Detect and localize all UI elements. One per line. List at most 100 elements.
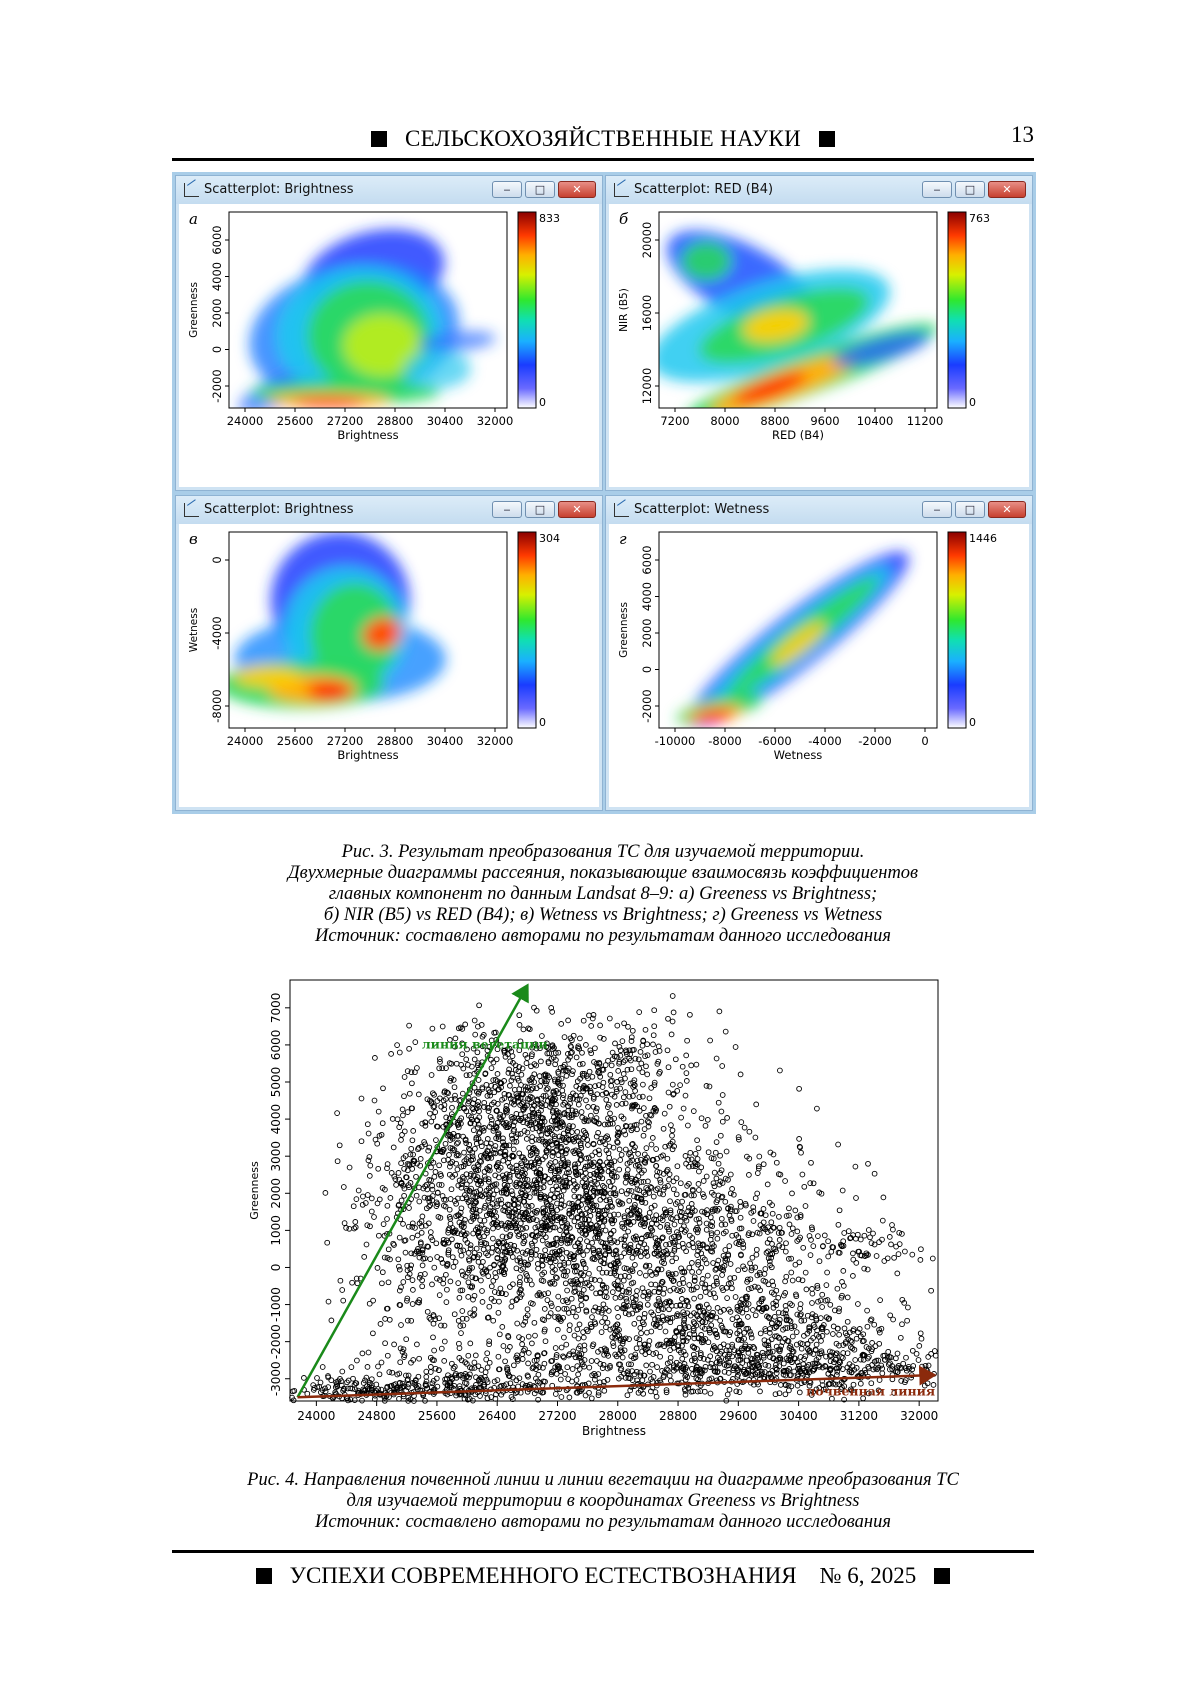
data-point — [625, 1218, 631, 1225]
data-point — [702, 1122, 709, 1129]
data-point — [608, 1082, 615, 1089]
data-point — [564, 1146, 570, 1153]
data-point — [469, 1063, 475, 1070]
data-point — [476, 1108, 482, 1115]
data-point — [490, 1235, 496, 1242]
minimize-button[interactable]: ‒ — [922, 501, 952, 518]
data-point — [796, 1259, 803, 1266]
maximize-button[interactable]: □ — [955, 181, 985, 198]
data-point — [625, 1228, 631, 1235]
data-point — [525, 1261, 532, 1268]
data-point — [427, 1097, 433, 1104]
data-point — [667, 1315, 674, 1322]
data-point — [782, 1290, 789, 1296]
data-point — [488, 1116, 495, 1123]
data-point — [523, 1192, 529, 1199]
data-point — [474, 1117, 480, 1123]
data-point — [634, 1306, 641, 1313]
data-point — [468, 1157, 474, 1164]
close-button[interactable]: ✕ — [988, 181, 1026, 198]
data-point — [855, 1301, 861, 1307]
data-point — [575, 1204, 582, 1210]
data-point — [459, 1090, 466, 1097]
data-point — [642, 1215, 649, 1222]
data-point — [865, 1160, 871, 1167]
maximize-button[interactable]: □ — [525, 501, 555, 518]
data-point — [528, 1251, 535, 1258]
data-point — [642, 1191, 649, 1198]
data-point — [362, 1200, 369, 1206]
data-point — [583, 1191, 590, 1197]
data-point — [547, 1167, 554, 1174]
data-point — [579, 1196, 586, 1203]
data-point — [615, 1198, 622, 1205]
data-point — [629, 1266, 635, 1273]
data-point — [401, 1093, 407, 1100]
data-point — [719, 1118, 726, 1125]
data-point — [576, 1245, 583, 1252]
data-point — [661, 1300, 668, 1307]
data-point — [765, 1314, 772, 1321]
maximize-button[interactable]: □ — [955, 501, 985, 518]
maximize-button[interactable]: □ — [525, 181, 555, 198]
data-point — [490, 1077, 497, 1083]
data-point — [590, 1187, 597, 1194]
data-point — [419, 1283, 426, 1290]
density-blob — [306, 680, 352, 701]
data-point — [548, 1203, 555, 1210]
data-point — [613, 1086, 620, 1092]
data-point — [438, 1322, 444, 1329]
data-point — [789, 1333, 796, 1340]
data-point — [701, 1194, 707, 1200]
data-point — [583, 1308, 590, 1315]
data-point — [578, 1109, 585, 1115]
data-point — [475, 1167, 481, 1174]
data-point — [507, 1241, 514, 1248]
minimize-button[interactable]: ‒ — [492, 501, 522, 518]
data-point — [419, 1249, 426, 1256]
data-point — [649, 1135, 656, 1141]
data-point — [613, 1102, 620, 1108]
close-button[interactable]: ✕ — [558, 501, 596, 518]
data-point — [597, 1289, 604, 1296]
data-point — [597, 1252, 604, 1259]
data-point — [561, 1305, 568, 1312]
data-point — [710, 1290, 717, 1297]
data-point — [523, 1202, 529, 1209]
minimize-button[interactable]: ‒ — [492, 181, 522, 198]
data-point — [788, 1255, 795, 1262]
close-button[interactable]: ✕ — [988, 501, 1026, 518]
data-point — [674, 1311, 681, 1317]
data-point — [430, 1090, 436, 1097]
data-point — [616, 1286, 622, 1292]
data-point — [548, 1101, 555, 1108]
data-point — [614, 1022, 621, 1029]
data-point — [672, 1238, 678, 1244]
data-point — [529, 1146, 536, 1152]
data-point — [539, 1103, 545, 1110]
data-point — [599, 1066, 606, 1073]
data-point — [613, 1251, 619, 1258]
data-point — [889, 1366, 896, 1372]
data-point — [529, 1365, 536, 1372]
data-point — [632, 1176, 639, 1183]
data-point — [613, 1088, 620, 1095]
colorbar-max-label: 763 — [969, 212, 990, 225]
data-point — [603, 1284, 610, 1291]
data-point — [639, 1285, 646, 1292]
data-point — [646, 1232, 652, 1238]
x-tick-label: 30400 — [427, 734, 464, 748]
close-button[interactable]: ✕ — [558, 181, 596, 198]
minimize-button[interactable]: ‒ — [922, 181, 952, 198]
data-point — [713, 1278, 720, 1285]
data-point — [784, 1338, 791, 1344]
data-point — [801, 1317, 808, 1324]
data-point — [502, 1142, 508, 1149]
data-point — [899, 1296, 906, 1303]
data-point — [322, 1385, 328, 1392]
data-point — [579, 1225, 585, 1232]
data-point — [393, 1182, 399, 1188]
data-point — [350, 1203, 357, 1210]
colorbar-max-label: 833 — [539, 212, 560, 225]
data-point — [582, 1175, 588, 1182]
